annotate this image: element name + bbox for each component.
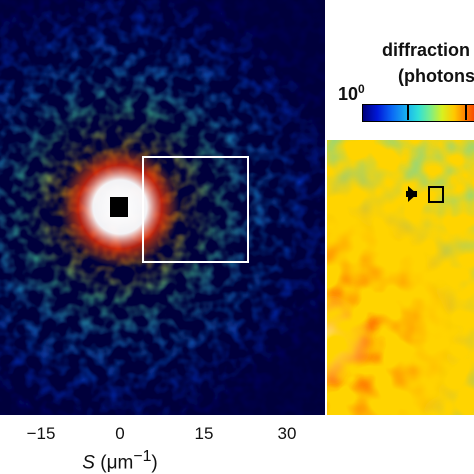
x-axis-variable: S: [82, 452, 95, 474]
colorbar-min-label: 100: [338, 82, 365, 105]
colorbar-tick: [407, 104, 409, 120]
zoomed-pattern: [327, 140, 474, 415]
diffraction-pattern-image: [0, 0, 325, 415]
zoomed-pattern-image: [327, 140, 474, 415]
x-tick-label: −15: [26, 424, 56, 443]
x-axis-unit-exponent: −1: [133, 448, 152, 465]
x-tick-label: 0: [115, 424, 125, 443]
colorbar-tick: [465, 104, 467, 120]
pixel-marker-box: [428, 186, 444, 203]
x-tick-label: 30: [277, 424, 297, 443]
diffraction-pattern: [0, 0, 325, 415]
x-axis-title: S (μm−1): [82, 448, 157, 474]
zoom-region-box: [142, 156, 249, 263]
colorbar-min-exponent: 0: [358, 82, 365, 96]
colorbar-min-base: 10: [338, 84, 359, 104]
colorbar-unit: (photons: [398, 66, 474, 86]
x-tick-label: 15: [194, 424, 214, 443]
beamstop: [110, 197, 128, 217]
x-axis-unit: (μm: [100, 452, 134, 474]
colorbar-title: diffraction: [382, 40, 470, 60]
x-axis-unit-close: ): [151, 452, 158, 474]
colorbar: [362, 104, 474, 122]
arrow-shaft: [406, 191, 417, 197]
